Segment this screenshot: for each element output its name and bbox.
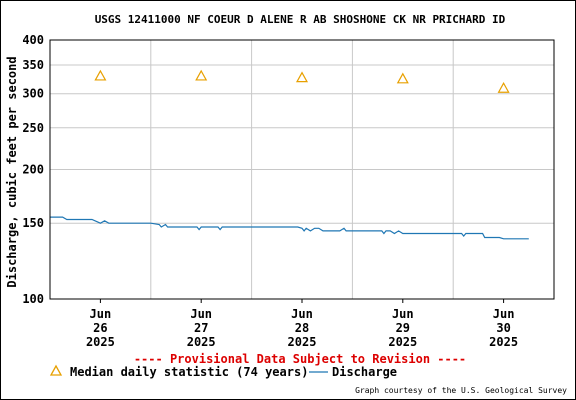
y-tick-label: 100 <box>22 292 44 306</box>
provisional-notice: ---- Provisional Data Subject to Revisio… <box>134 352 466 366</box>
x-tick-label: 2025 <box>86 335 115 349</box>
discharge-legend-label: Discharge <box>332 365 397 379</box>
x-tick-label: Jun <box>90 307 112 321</box>
y-tick-label: 250 <box>22 121 44 135</box>
y-tick-label: 300 <box>22 87 44 101</box>
y-tick-label: 350 <box>22 58 44 72</box>
y-tick-label: 400 <box>22 33 44 47</box>
usgs-credit: Graph courtesy of the U.S. Geological Su… <box>355 386 567 395</box>
x-tick-label: 27 <box>194 321 208 335</box>
x-tick-label: 29 <box>396 321 410 335</box>
median-marker <box>396 72 409 84</box>
x-tick-label: 30 <box>496 321 510 335</box>
y-axis-label: Discharge, cubic feet per second <box>5 56 19 287</box>
y-tick-label: 200 <box>22 163 44 177</box>
grid-layer <box>50 40 554 299</box>
x-tick-label: Jun <box>493 307 515 321</box>
x-tick-label: 2025 <box>489 335 518 349</box>
x-tick-label: Jun <box>190 307 212 321</box>
median-marker <box>94 69 107 81</box>
x-tick-label: 2025 <box>187 335 216 349</box>
x-tick-label: 28 <box>295 321 309 335</box>
discharge-line <box>50 216 529 240</box>
x-tick-label: 2025 <box>388 335 417 349</box>
x-tick-label: Jun <box>392 307 414 321</box>
x-tick-label: 2025 <box>288 335 317 349</box>
x-tick-label: Jun <box>291 307 313 321</box>
x-tick-label: 26 <box>93 321 107 335</box>
axis-layer: 100150200250300350400Jun262025Jun272025J… <box>22 33 518 349</box>
y-tick-label: 150 <box>22 216 44 230</box>
chart-title: USGS 12411000 NF COEUR D ALENE R AB SHOS… <box>95 13 506 26</box>
median-marker <box>195 69 208 81</box>
median-legend-label: Median daily statistic (74 years) <box>70 365 308 379</box>
series-layer <box>50 69 529 240</box>
plot-area <box>49 39 555 300</box>
median-marker <box>497 81 510 93</box>
median-legend-marker <box>49 364 63 376</box>
median-marker <box>295 71 309 83</box>
legend: Median daily statistic (74 years) Discha… <box>49 364 397 379</box>
